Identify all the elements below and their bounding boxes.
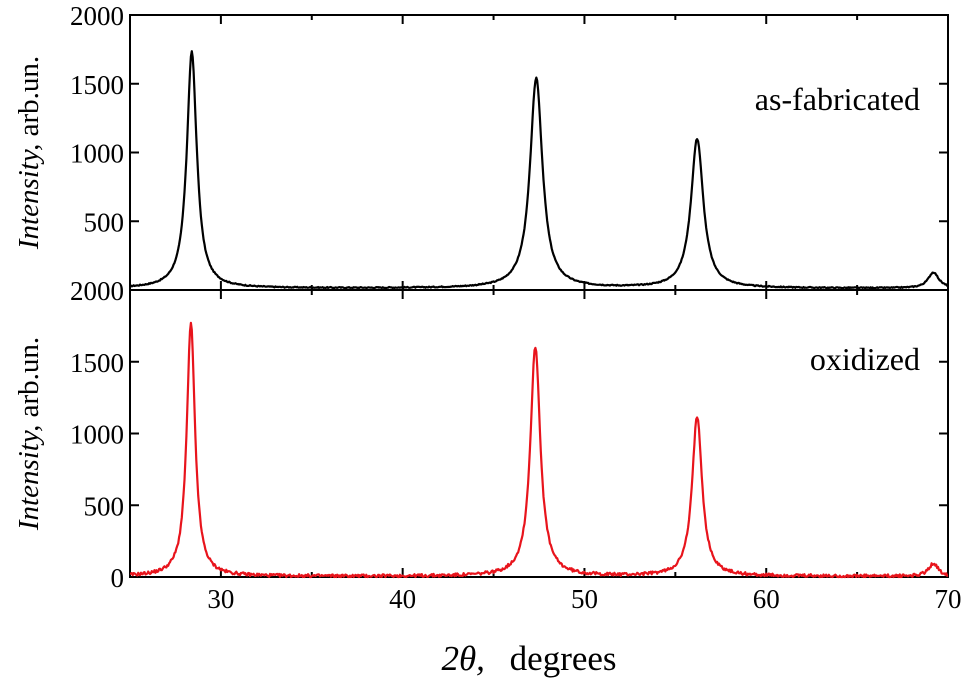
y-tick-label: 2000 (70, 276, 124, 306)
y-tick-label: 1000 (70, 139, 124, 169)
panel-annotation: oxidized (810, 341, 920, 377)
y-tick-label: 1500 (70, 70, 124, 100)
x-tick-label: 70 (935, 584, 962, 614)
spectrum-line (129, 321, 949, 579)
y-tick-label: 1000 (70, 420, 124, 450)
y-tick-label: 2000 (70, 1, 124, 31)
panel-annotation: as-fabricated (755, 81, 920, 117)
y-axis-label-italic: Intensity, (13, 144, 45, 251)
x-axis-label-rest: degrees (510, 639, 617, 678)
top-panel: 500 1000 1500 2000 as-fabricated Intensity, a… (13, 1, 949, 291)
y-axis-label-italic: Intensity, (13, 425, 45, 532)
x-tick-label: 40 (389, 584, 416, 614)
x-tick-label: 60 (753, 584, 780, 614)
y-tick-label: 500 (84, 207, 125, 237)
spectrum-line (129, 50, 949, 290)
x-tick-label: 50 (571, 584, 598, 614)
x-axis-label-theta: 2θ, (441, 639, 484, 678)
x-tick-label: 30 (207, 584, 234, 614)
plot-frame (129, 14, 949, 291)
y-tick-label: 1500 (70, 348, 124, 378)
y-axis-label: Intensity, arb.un. (13, 337, 45, 531)
y-tick-label: 0 (111, 563, 125, 593)
x-axis-label: 2θ, degrees (441, 639, 616, 678)
bottom-panel: 0 500 1000 1500 2000 30 40 50 60 70 oxidized Intens… (13, 276, 962, 614)
y-axis-label-rest: arb.un. (13, 337, 45, 425)
y-axis-label-rest: arb.un. (13, 56, 45, 144)
y-axis-label: Intensity, arb.un. (13, 56, 45, 250)
y-tick-label: 500 (84, 491, 125, 521)
